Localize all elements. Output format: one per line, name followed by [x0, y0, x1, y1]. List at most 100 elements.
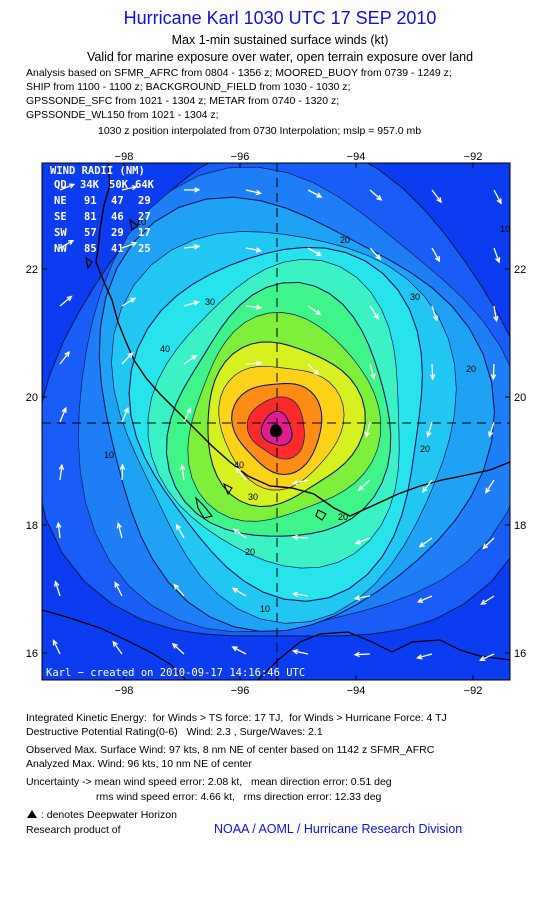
wind-arrow	[369, 189, 382, 201]
wind-arrow-head	[131, 184, 139, 191]
page-title: Hurricane Karl 1030 UTC 17 SEP 2010	[123, 8, 437, 28]
wind-arrow-head	[316, 192, 323, 198]
wind-arrow-head	[255, 247, 263, 253]
x-tick-label-bottom: −96	[231, 685, 250, 697]
wind-arrow	[493, 247, 500, 263]
wind-radii-cell: 91	[84, 195, 97, 207]
wind-arrow	[121, 407, 129, 423]
y-tick-label-left: 20	[26, 392, 38, 404]
wind-arrow-head	[291, 479, 299, 486]
wind-arrow-head	[179, 463, 186, 471]
wind-arrow	[245, 189, 261, 195]
wind-arrow	[236, 467, 247, 481]
wind-arrow	[59, 351, 70, 365]
y-tick-label-left: 16	[26, 648, 38, 660]
wind-arrow	[59, 295, 72, 307]
wind-arrow-head	[232, 528, 239, 534]
map-credit: Karl − created on 2010-09-17 14:16:46 UT…	[46, 667, 305, 679]
wind-arrow-head	[364, 431, 370, 438]
wind-arrow	[307, 189, 322, 198]
coastline	[42, 609, 187, 680]
wind-arrow-head	[436, 196, 442, 204]
wind-arrow	[369, 305, 379, 319]
wind-arrow	[183, 245, 199, 249]
contour-label: 10	[136, 217, 146, 227]
wind-arrow	[59, 465, 63, 481]
coastline	[95, 163, 510, 517]
wind-arrow-head	[175, 523, 182, 530]
position-line: 1030 z position interpolated from 0730 I…	[98, 125, 422, 137]
y-tick-label-left: 18	[26, 520, 38, 532]
wind-arrow-head	[488, 431, 494, 438]
wind-arrow	[121, 297, 136, 307]
wind-radii-header: QD	[54, 179, 67, 191]
wind-arrow	[431, 363, 434, 380]
wind-arrow	[419, 537, 433, 548]
wind-arrow-head	[54, 580, 60, 587]
wind-arrow-head	[434, 256, 441, 263]
wind-radii-cell: 29	[138, 195, 151, 207]
wind-radii-cell: 46	[111, 211, 124, 223]
wind-arrow-head	[493, 315, 499, 323]
wind-arrow	[307, 305, 321, 316]
wind-arrow	[488, 421, 495, 437]
wind-arrow-head	[416, 597, 424, 603]
wind-arrow	[172, 643, 185, 655]
wind-arrow-head	[129, 297, 137, 303]
coastline	[257, 631, 510, 680]
wind-arrow-head	[56, 521, 62, 529]
contour-label: 20	[340, 235, 350, 245]
wind-arrow-head	[119, 463, 126, 470]
wind-arrow-head	[496, 198, 502, 205]
wind-arrow-head	[418, 541, 425, 548]
wind-arrow-head	[127, 352, 134, 359]
wind-arrow-head	[291, 534, 298, 541]
subtitle-exposure: Valid for marine exposure over water, op…	[86, 50, 474, 64]
wind-arrow	[355, 595, 371, 600]
wind-arrow-head	[421, 486, 428, 494]
wind-radii-header: 34K	[80, 179, 100, 191]
wind-arrow	[245, 247, 261, 252]
y-tick-label-right: 16	[514, 648, 526, 660]
wind-arrow-head	[354, 539, 362, 545]
wind-arrow-head	[495, 257, 501, 264]
wind-radii-title: WIND RADII (NM)	[50, 165, 145, 177]
wind-arrow	[431, 247, 440, 262]
wind-arrow	[121, 464, 124, 481]
wind-radii-cell: NW	[54, 243, 67, 255]
y-tick-label-right: 22	[514, 264, 526, 276]
wind-arrow-head	[186, 407, 192, 414]
wind-arrow-head	[357, 485, 364, 492]
wind-arrow-head	[315, 251, 323, 257]
wind-arrow-head	[171, 642, 178, 649]
uncertainty-line: rms wind speed error: 4.66 kt, rms direc…	[26, 791, 382, 803]
contour-label: 20	[338, 512, 348, 522]
wind-contours	[42, 163, 510, 637]
wind-arrows	[52, 183, 502, 661]
wind-arrow-head	[193, 243, 201, 250]
wind-arrow-head	[131, 241, 138, 247]
wind-radii-cell: 29	[111, 227, 124, 239]
contour-label: 20	[245, 547, 255, 557]
wind-arrow-head	[370, 373, 376, 380]
wind-arrow-head	[231, 587, 239, 593]
contour-label: 10	[500, 224, 510, 234]
deepwater-legend-text: : denotes Deepwater Horizon	[38, 809, 177, 821]
wind-arrow	[232, 587, 247, 597]
wind-arrow-head	[255, 304, 263, 311]
wind-arrow	[292, 536, 309, 539]
analysis-line: Analysis based on SFMR_AFRC from 0804 - …	[26, 67, 452, 79]
contour-label: 20	[466, 364, 476, 374]
wind-arrow	[121, 242, 137, 249]
wind-arrow	[57, 523, 61, 539]
wind-arrow	[431, 305, 438, 321]
wind-arrow-head	[256, 360, 263, 366]
wind-arrow-head	[231, 646, 238, 652]
wind-arrow-head	[116, 522, 122, 529]
wind-arrow-head	[123, 406, 129, 414]
x-tick-label-top: −94	[347, 151, 366, 163]
observed-max-line: Observed Max. Surface Wind: 97 kts, 8 nm…	[26, 744, 435, 756]
wind-radii-cell: 25	[138, 243, 151, 255]
wind-radii-cell: 27	[138, 211, 151, 223]
wind-field-map: 10 20 30 40 20 20 10 10 30 40 20 10 20 30 −98 −96 −94…	[26, 151, 527, 697]
